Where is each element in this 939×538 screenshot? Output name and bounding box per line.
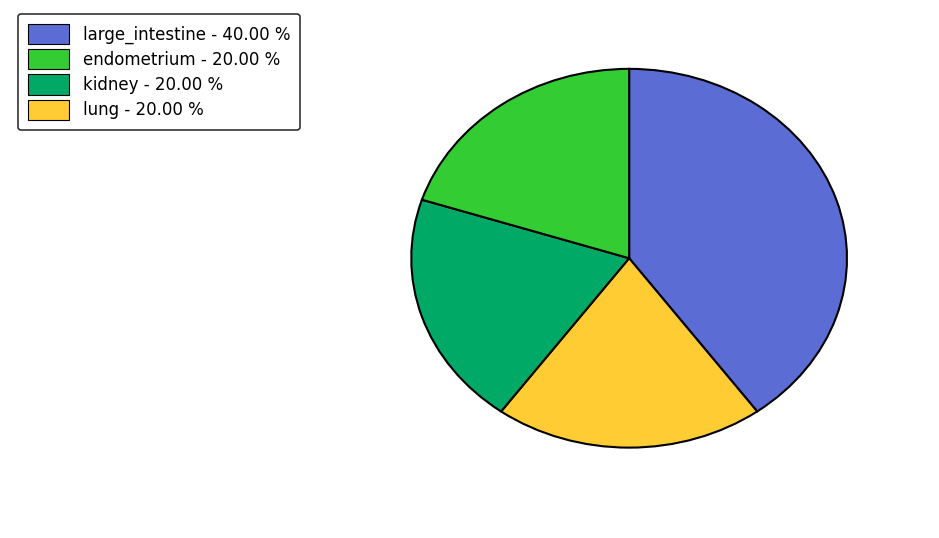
Legend: large_intestine - 40.00 %, endometrium - 20.00 %, kidney - 20.00 %, lung - 20.00: large_intestine - 40.00 %, endometrium -… (18, 13, 300, 130)
Wedge shape (422, 69, 629, 258)
Wedge shape (411, 200, 629, 412)
Wedge shape (629, 69, 847, 412)
Wedge shape (501, 258, 757, 448)
